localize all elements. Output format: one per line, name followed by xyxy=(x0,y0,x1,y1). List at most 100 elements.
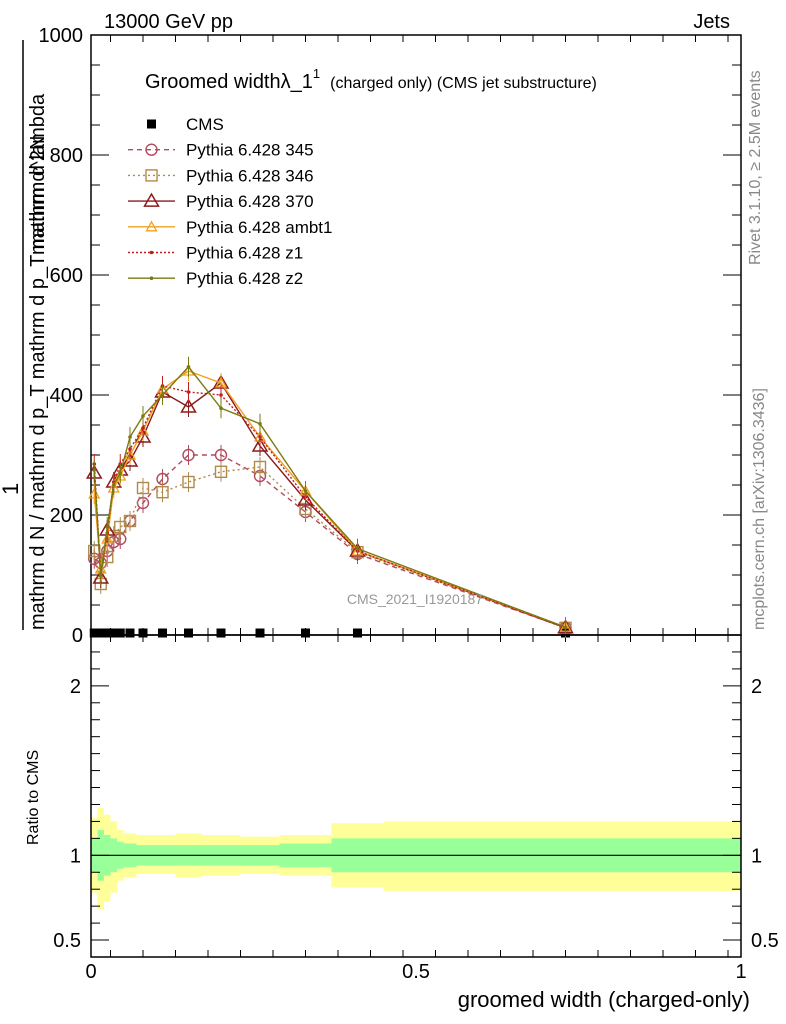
chart-title-superscript: 1 xyxy=(313,66,320,81)
series-line xyxy=(93,381,566,629)
series-point xyxy=(118,471,123,475)
ratio-plot: 0 0.5 10.5 0.51 12 2 xyxy=(53,634,779,983)
series-line xyxy=(93,466,566,629)
legend-label: Pythia 6.428 345 xyxy=(186,141,314,160)
ratio-y-tick-label-right: 2 xyxy=(751,676,762,698)
y-tick-label: 200 xyxy=(50,505,83,527)
cms-data-point xyxy=(96,628,106,638)
series-point xyxy=(143,192,160,207)
series-point xyxy=(258,435,262,439)
main-plot: 0 200 400 600 800 1000 xyxy=(39,25,742,957)
y-tick-label: 400 xyxy=(50,385,83,407)
y-tick-label: 800 xyxy=(50,145,83,167)
series-point xyxy=(160,393,165,397)
series-point xyxy=(98,573,103,577)
analysis-watermark: CMS_2021_I1920187 xyxy=(347,591,483,607)
series-3 xyxy=(85,373,574,638)
chart-title: Groomed widthλ_11 (charged only) (CMS jet… xyxy=(145,66,597,93)
series-point xyxy=(186,390,191,394)
legend-label: Pythia 6.428 370 xyxy=(186,192,314,211)
legend-label: Pythia 6.428 z1 xyxy=(186,244,303,263)
y-axis-label-ratio: Ratio to CMS xyxy=(25,750,42,845)
cms-data-point xyxy=(125,628,135,638)
y-label-numerator: 1 xyxy=(0,483,23,495)
x-tick-label: 1 xyxy=(735,961,746,983)
series-point xyxy=(121,452,139,467)
series-point xyxy=(149,276,154,281)
legend-label: Pythia 6.428 346 xyxy=(186,166,314,185)
cms-data-point xyxy=(102,628,112,638)
series-point xyxy=(141,426,145,430)
header-right-label: Jets xyxy=(693,11,730,33)
cms-data-point xyxy=(184,628,193,638)
series-line xyxy=(93,385,566,629)
ratio-plot-frame xyxy=(90,634,742,958)
series-line xyxy=(93,454,566,629)
mcplots-label: mcplots.cern.ch [arXiv:1306.3436] xyxy=(751,388,768,630)
x-axis-label: groomed width (charged-only) xyxy=(458,987,750,1012)
series-point xyxy=(101,550,114,564)
series-point xyxy=(128,435,132,439)
ratio-y-tick-label: 2 xyxy=(70,676,81,698)
series-point xyxy=(214,448,228,462)
y-tick-label: 1000 xyxy=(39,25,84,47)
ratio-y-tick-label: 1 xyxy=(70,845,81,867)
y-label-top: mathrm d^2N xyxy=(27,136,49,255)
cms-data-point xyxy=(109,628,119,638)
series-point xyxy=(88,487,101,499)
series-1 xyxy=(88,445,572,638)
series-point xyxy=(149,250,154,255)
series-point xyxy=(180,398,197,413)
ratio-y-tick-label-right: 0.5 xyxy=(751,930,779,952)
series-point xyxy=(105,525,110,529)
cms-data-point xyxy=(255,628,265,638)
series-point xyxy=(214,465,228,478)
legend-label: Pythia 6.428 z2 xyxy=(186,269,303,288)
series-point xyxy=(219,406,223,411)
series-point xyxy=(111,483,116,487)
series-point xyxy=(251,437,269,452)
series-point xyxy=(355,546,360,551)
cms-data-point xyxy=(115,628,125,638)
ratio-y-tick-label: 0.5 xyxy=(53,930,81,952)
series-point xyxy=(141,414,145,418)
series-line xyxy=(93,365,566,628)
series-0 xyxy=(89,628,570,638)
series-point xyxy=(123,514,137,528)
y-label-denominator: mathrm d N / mathrm d p_T mathrm d p_T m… xyxy=(27,93,49,630)
series-5 xyxy=(92,376,568,638)
cms-data-point xyxy=(138,628,148,638)
cms-data-point xyxy=(301,628,310,638)
cms-data-point xyxy=(353,628,362,638)
series-point xyxy=(92,468,97,472)
series-point xyxy=(186,365,191,369)
series-point xyxy=(145,169,158,182)
cms-data-point xyxy=(158,628,167,638)
series-point xyxy=(182,475,195,489)
series-point xyxy=(182,448,195,462)
cms-data-point xyxy=(216,628,226,638)
series-line xyxy=(93,370,566,628)
series-point xyxy=(219,393,223,397)
legend-label: Pythia 6.428 ambt1 xyxy=(186,218,332,237)
series-6 xyxy=(92,356,568,638)
x-tick-label: 0 xyxy=(85,961,96,983)
series-point xyxy=(128,447,132,451)
cms-data-point xyxy=(89,628,99,638)
series-point xyxy=(303,489,308,493)
chart-title-main: Groomed widthλ_1 xyxy=(145,71,313,93)
series-point xyxy=(258,422,262,426)
series-point xyxy=(136,481,150,495)
legend: CMS Pythia 6.428 345 Pythia 6.428 346 Pythi… xyxy=(128,115,332,288)
y-tick-label: 600 xyxy=(50,265,83,287)
series-point xyxy=(563,625,568,629)
header-left-label: 13000 GeV pp xyxy=(104,11,233,33)
cms-data-point xyxy=(147,119,156,129)
x-tick-label: 0.5 xyxy=(402,961,430,983)
rivet-label: Rivet 3.1.10, ≥ 2.5M events xyxy=(747,70,764,265)
series-point xyxy=(145,220,158,232)
y-tick-label: 0 xyxy=(72,625,83,647)
y-axis-label-main: 1 mathrm d N / mathrm d p_T mathrm d p_T… xyxy=(0,40,49,630)
chart-title-note: (charged only) (CMS jet substructure) xyxy=(330,75,597,92)
series-point xyxy=(253,460,267,474)
